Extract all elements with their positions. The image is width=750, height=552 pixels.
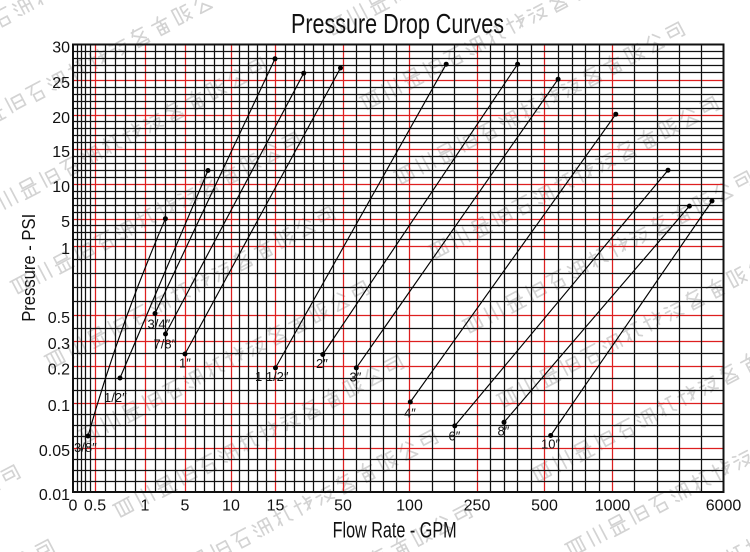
svg-text:1000: 1000 [595,498,631,515]
svg-text:15: 15 [52,144,70,161]
svg-text:Flow Rate - GPM: Flow Rate - GPM [333,518,457,543]
svg-text:6000: 6000 [706,498,742,515]
svg-text:0.2: 0.2 [48,361,70,378]
svg-text:5: 5 [61,214,70,231]
svg-text:4″: 4″ [404,406,416,421]
svg-text:6″: 6″ [449,429,461,444]
svg-text:1/2″: 1/2″ [104,390,127,405]
svg-text:20: 20 [52,110,70,127]
svg-text:500: 500 [531,498,558,515]
svg-text:0.5: 0.5 [48,310,70,327]
svg-text:0: 0 [69,498,78,515]
svg-text:1: 1 [61,241,70,258]
svg-text:3/4″: 3/4″ [148,317,171,332]
svg-text:2″: 2″ [316,356,328,371]
svg-text:250: 250 [464,498,491,515]
svg-text:30: 30 [52,39,70,56]
svg-text:1: 1 [141,498,150,515]
svg-text:10: 10 [52,179,70,196]
svg-text:1″: 1″ [179,356,191,371]
svg-text:100: 100 [396,498,423,515]
svg-text:Pressure Drop Curves: Pressure Drop Curves [291,8,504,39]
svg-text:0.3: 0.3 [48,336,70,353]
svg-text:1 1/2″: 1 1/2″ [255,369,289,384]
svg-text:5: 5 [181,498,190,515]
svg-text:Pressure - PSI: Pressure - PSI [19,214,39,322]
svg-text:8″: 8″ [498,424,510,439]
svg-text:3″: 3″ [350,370,362,385]
svg-text:10: 10 [222,498,240,515]
svg-text:10″: 10″ [541,437,560,452]
svg-text:0.5: 0.5 [84,498,106,515]
svg-text:0.1: 0.1 [48,398,70,415]
svg-text:15: 15 [267,498,285,515]
svg-text:0.05: 0.05 [39,443,70,460]
svg-text:0.01: 0.01 [39,487,70,504]
svg-text:7/8″: 7/8″ [154,337,177,352]
svg-text:50: 50 [334,498,352,515]
svg-text:3/8″: 3/8″ [74,440,97,455]
svg-text:25: 25 [52,75,70,92]
